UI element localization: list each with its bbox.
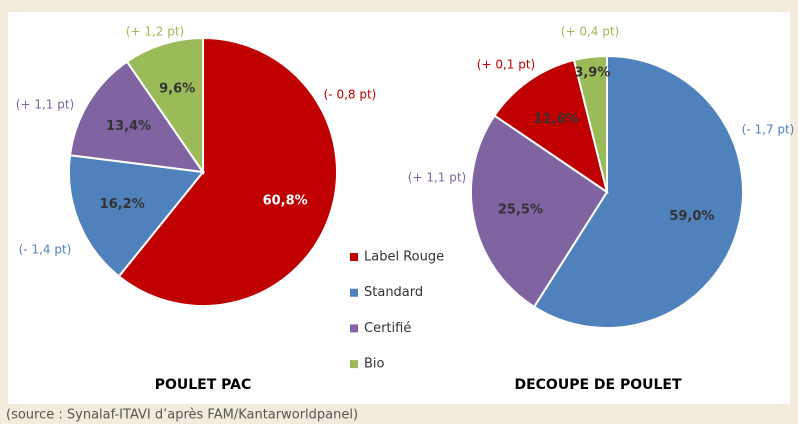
- data-label: 3,9%: [574, 66, 610, 81]
- change-label: (- 1,4 pt): [19, 243, 72, 257]
- pie-slice: [572, 54, 608, 193]
- chart-title: POULET PAC: [155, 377, 252, 393]
- pie-slice: [470, 114, 609, 309]
- legend-label: Certifié: [364, 321, 411, 336]
- legend-marker: [350, 360, 358, 369]
- change-label: (+ 0,4 pt): [561, 25, 619, 39]
- data-label: 13,4%: [106, 119, 151, 134]
- legend-marker: [350, 288, 358, 297]
- data-label: 25,5%: [498, 202, 543, 217]
- pie-slice: [532, 54, 744, 329]
- pie-slice: [493, 58, 609, 195]
- data-label: 59,0%: [669, 209, 714, 224]
- change-label: (+ 0,1 pt): [477, 58, 535, 72]
- pie-slice: [68, 154, 205, 278]
- chart-title: DECOUPE DE POULET: [514, 377, 682, 393]
- source: (source : Synalaf-ITAVI d’après FAM/Kant…: [6, 408, 358, 423]
- change-label: (+ 1,1 pt): [408, 171, 466, 185]
- pie-slice: [68, 60, 206, 174]
- data-label: 60,8%: [263, 193, 308, 208]
- change-label: (- 0,8 pt): [324, 88, 377, 102]
- legend-label: Label Rouge: [364, 250, 444, 265]
- data-label: 11,6%: [534, 112, 579, 127]
- legend-label: Standard: [364, 285, 423, 300]
- pie-slice: [125, 36, 204, 176]
- change-label: (+ 1,1 pt): [16, 98, 74, 112]
- change-label: (- 1,7 pt): [742, 123, 795, 137]
- legend-marker: [350, 253, 358, 261]
- legend-marker: [350, 324, 358, 333]
- data-label: 9,6%: [159, 81, 195, 96]
- change-label: (+ 1,2 pt): [126, 25, 184, 39]
- data-label: 16,2%: [100, 197, 145, 212]
- legend-label: Bio: [364, 357, 385, 372]
- pie-slice: [117, 36, 338, 307]
